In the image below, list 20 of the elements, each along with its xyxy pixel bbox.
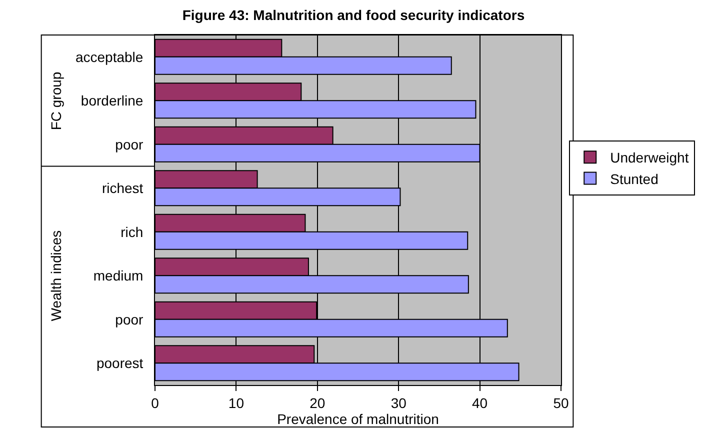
x-tick-label: 30 [390, 394, 407, 411]
x-axis-title: Prevalence of malnutrition [277, 410, 439, 427]
y-tick-label: medium [93, 268, 144, 284]
y-tick-label: poor [115, 136, 144, 152]
x-tick-label: 20 [310, 394, 326, 411]
chart-title: Figure 43: Malnutrition and food security indicators [182, 7, 525, 24]
y-tick-label: rich [120, 224, 144, 240]
legend-label: Underweight [610, 150, 689, 166]
x-tick-label: 0 [151, 394, 160, 411]
y-tick-label: acceptable [75, 48, 144, 65]
y-tick-label: poorest [96, 355, 144, 372]
x-tick-label: 10 [228, 394, 244, 411]
x-tick-label: 40 [472, 394, 488, 411]
y-tick-label: richest [102, 180, 144, 196]
text: Wealth indices [48, 230, 64, 322]
y-tick-label: poor [115, 311, 144, 328]
y-tick-label: borderline [80, 92, 144, 109]
x-tick-label: 50 [553, 394, 569, 411]
legend-label: Stunted [610, 170, 658, 187]
text: FC group [48, 72, 64, 130]
